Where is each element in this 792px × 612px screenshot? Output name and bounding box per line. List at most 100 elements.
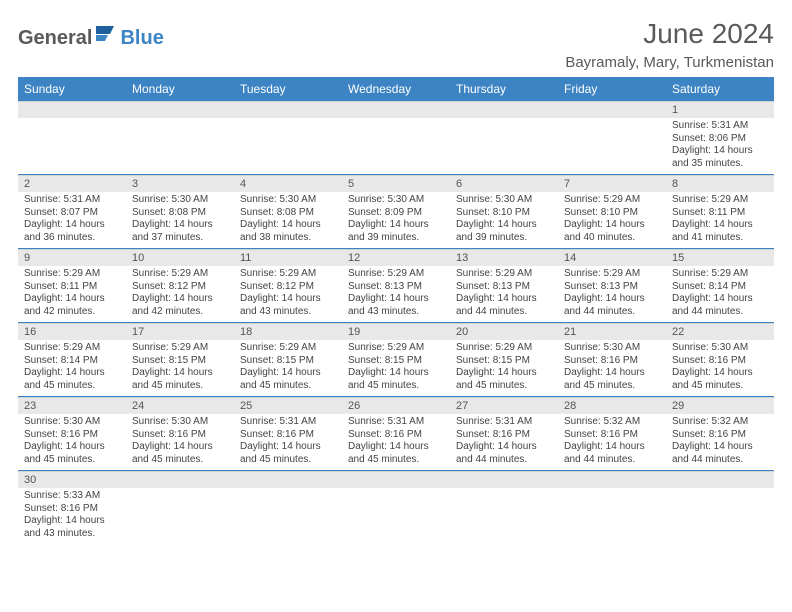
day-number: 14	[558, 249, 666, 266]
cell-body: Sunrise: 5:30 AMSunset: 8:08 PMDaylight:…	[234, 192, 342, 248]
cell-body: Sunrise: 5:29 AMSunset: 8:14 PMDaylight:…	[18, 340, 126, 396]
day-header: Sunday	[18, 77, 126, 101]
day-number: 23	[18, 397, 126, 414]
day-header: Friday	[558, 77, 666, 101]
sunrise-text: Sunrise: 5:30 AM	[132, 416, 228, 429]
calendar-cell: 9Sunrise: 5:29 AMSunset: 8:11 PMDaylight…	[18, 249, 126, 322]
location-text: Bayramaly, Mary, Turkmenistan	[565, 54, 774, 71]
sunset-text: Sunset: 8:16 PM	[456, 429, 552, 442]
sunrise-text: Sunrise: 5:30 AM	[24, 416, 120, 429]
cell-body: Sunrise: 5:29 AMSunset: 8:15 PMDaylight:…	[126, 340, 234, 396]
sunset-text: Sunset: 8:13 PM	[348, 281, 444, 294]
cell-body: Sunrise: 5:29 AMSunset: 8:15 PMDaylight:…	[450, 340, 558, 396]
daylight-text: Daylight: 14 hours and 45 minutes.	[348, 367, 444, 392]
daylight-text: Daylight: 14 hours and 45 minutes.	[348, 441, 444, 466]
day-number	[234, 471, 342, 488]
calendar-cell: 5Sunrise: 5:30 AMSunset: 8:09 PMDaylight…	[342, 175, 450, 248]
day-number	[234, 101, 342, 118]
day-number: 9	[18, 249, 126, 266]
week-row: 9 Sunrise: 5:29 AM Sunset: 8:11 PM Daylight…	[18, 249, 774, 323]
day-number: 3	[126, 175, 234, 192]
daylight-text: Daylight: 14 hours and 39 minutes.	[348, 219, 444, 244]
cell-body: Sunrise: 5:29 AMSunset: 8:13 PMDaylight:…	[450, 266, 558, 322]
sunrise-text: Sunrise: 5:31 AM	[348, 416, 444, 429]
sunset-text: Sunset: 8:08 PM	[132, 207, 228, 220]
sunrise-text: Sunrise: 5:30 AM	[456, 194, 552, 207]
cell-body: Sunrise: 5:32 AMSunset: 8:16 PMDaylight:…	[558, 414, 666, 470]
sunset-text: Sunset: 8:15 PM	[132, 355, 228, 368]
sunset-text: Sunset: 8:11 PM	[24, 281, 120, 294]
sunset-text: Sunset: 8:10 PM	[564, 207, 660, 220]
cell-body: Sunrise: 5:33 AMSunset: 8:16 PMDaylight:…	[18, 488, 126, 544]
day-number: 6	[450, 175, 558, 192]
day-number	[450, 471, 558, 488]
cell-body: Sunrise: 5:31 AMSunset: 8:16 PMDaylight:…	[342, 414, 450, 470]
day-number: 20	[450, 323, 558, 340]
calendar-cell	[558, 101, 666, 174]
sunset-text: Sunset: 8:16 PM	[564, 429, 660, 442]
daylight-text: Daylight: 14 hours and 40 minutes.	[564, 219, 660, 244]
day-number: 24	[126, 397, 234, 414]
sunrise-text: Sunrise: 5:29 AM	[132, 342, 228, 355]
sunset-text: Sunset: 8:08 PM	[240, 207, 336, 220]
sunrise-text: Sunrise: 5:29 AM	[456, 342, 552, 355]
calendar-cell	[450, 101, 558, 174]
calendar-cell: 1Sunrise: 5:31 AMSunset: 8:06 PMDaylight…	[666, 101, 774, 174]
cell-body: Sunrise: 5:30 AMSunset: 8:16 PMDaylight:…	[666, 340, 774, 396]
day-number: 10	[126, 249, 234, 266]
daylight-text: Daylight: 14 hours and 45 minutes.	[240, 441, 336, 466]
daylight-text: Daylight: 14 hours and 38 minutes.	[240, 219, 336, 244]
day-number: 12	[342, 249, 450, 266]
daylight-text: Daylight: 14 hours and 43 minutes.	[348, 293, 444, 318]
day-number: 29	[666, 397, 774, 414]
calendar-cell: 16Sunrise: 5:29 AMSunset: 8:14 PMDayligh…	[18, 323, 126, 396]
day-number: 15	[666, 249, 774, 266]
sunset-text: Sunset: 8:16 PM	[132, 429, 228, 442]
sunrise-text: Sunrise: 5:30 AM	[240, 194, 336, 207]
day-number: 17	[126, 323, 234, 340]
sunrise-text: Sunrise: 5:29 AM	[456, 268, 552, 281]
cell-body: Sunrise: 5:30 AMSunset: 8:16 PMDaylight:…	[126, 414, 234, 470]
calendar-cell: 2Sunrise: 5:31 AMSunset: 8:07 PMDaylight…	[18, 175, 126, 248]
cell-body: Sunrise: 5:31 AMSunset: 8:16 PMDaylight:…	[450, 414, 558, 470]
sunrise-text: Sunrise: 5:30 AM	[672, 342, 768, 355]
calendar-cell: 4Sunrise: 5:30 AMSunset: 8:08 PMDaylight…	[234, 175, 342, 248]
day-number: 8	[666, 175, 774, 192]
sunrise-text: Sunrise: 5:30 AM	[348, 194, 444, 207]
logo: General Blue	[18, 18, 164, 49]
sunrise-text: Sunrise: 5:29 AM	[240, 342, 336, 355]
day-number: 2	[18, 175, 126, 192]
daylight-text: Daylight: 14 hours and 45 minutes.	[672, 367, 768, 392]
sunset-text: Sunset: 8:14 PM	[672, 281, 768, 294]
sunrise-text: Sunrise: 5:29 AM	[24, 342, 120, 355]
sunset-text: Sunset: 8:15 PM	[240, 355, 336, 368]
sunrise-text: Sunrise: 5:30 AM	[132, 194, 228, 207]
day-number: 1	[666, 101, 774, 118]
sunrise-text: Sunrise: 5:29 AM	[564, 268, 660, 281]
calendar-cell: 30Sunrise: 5:33 AMSunset: 8:16 PMDayligh…	[18, 471, 126, 544]
sunrise-text: Sunrise: 5:33 AM	[24, 490, 120, 503]
day-number: 21	[558, 323, 666, 340]
daylight-text: Daylight: 14 hours and 45 minutes.	[132, 441, 228, 466]
cell-body: Sunrise: 5:29 AMSunset: 8:15 PMDaylight:…	[342, 340, 450, 396]
calendar-cell: 23Sunrise: 5:30 AMSunset: 8:16 PMDayligh…	[18, 397, 126, 470]
week-row: 23Sunrise: 5:30 AMSunset: 8:16 PMDayligh…	[18, 397, 774, 471]
sunset-text: Sunset: 8:13 PM	[456, 281, 552, 294]
daylight-text: Daylight: 14 hours and 43 minutes.	[24, 515, 120, 540]
sunset-text: Sunset: 8:16 PM	[24, 429, 120, 442]
calendar-cell: 26Sunrise: 5:31 AMSunset: 8:16 PMDayligh…	[342, 397, 450, 470]
sunrise-text: Sunrise: 5:32 AM	[672, 416, 768, 429]
daylight-text: Daylight: 14 hours and 44 minutes.	[456, 441, 552, 466]
calendar-cell	[450, 471, 558, 544]
day-number	[450, 101, 558, 118]
sunrise-text: Sunrise: 5:29 AM	[132, 268, 228, 281]
daylight-text: Daylight: 14 hours and 44 minutes.	[564, 441, 660, 466]
day-number	[126, 101, 234, 118]
calendar-cell	[18, 101, 126, 174]
daylight-text: Daylight: 14 hours and 44 minutes.	[456, 293, 552, 318]
calendar-cell: 12Sunrise: 5:29 AMSunset: 8:13 PMDayligh…	[342, 249, 450, 322]
day-number: 7	[558, 175, 666, 192]
calendar-cell: 3Sunrise: 5:30 AMSunset: 8:08 PMDaylight…	[126, 175, 234, 248]
day-number: 18	[234, 323, 342, 340]
sunrise-text: Sunrise: 5:29 AM	[672, 268, 768, 281]
